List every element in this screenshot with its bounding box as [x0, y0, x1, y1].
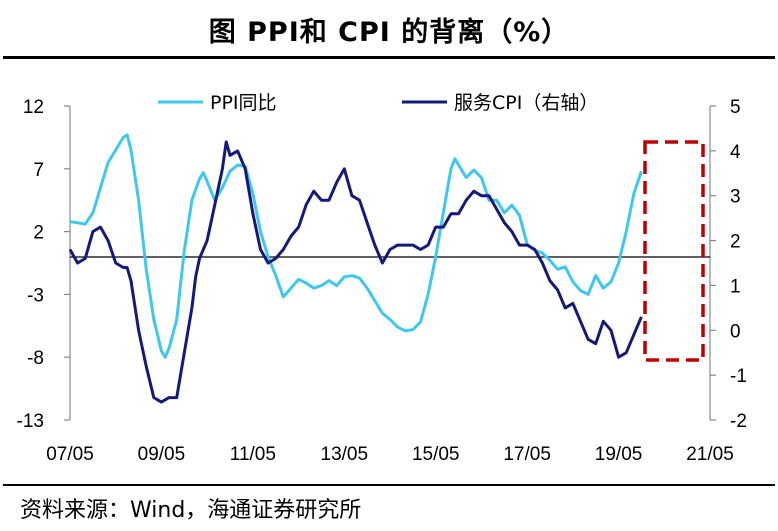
left-tick-label: 12 — [23, 97, 44, 118]
x-tick-label: 11/05 — [230, 444, 276, 465]
left-tick-label: 2 — [33, 223, 44, 244]
right-tick-label: -2 — [730, 411, 747, 432]
x-tick-label: 13/05 — [321, 444, 369, 465]
x-tick-label: 19/05 — [595, 444, 643, 465]
axes — [69, 106, 711, 420]
right-tick-label: -1 — [730, 366, 747, 387]
right-tick-label: 1 — [730, 276, 741, 297]
left-tick-label: -8 — [27, 348, 44, 369]
left-tick-labels: 12 7 2 -3 -8 -13 — [17, 97, 70, 432]
right-tick-label: 5 — [730, 97, 741, 118]
right-tick-labels: 5 4 3 2 1 0 -1 -2 — [710, 97, 747, 432]
series-line-service-cpi — [68, 140, 643, 404]
source-rule — [3, 484, 775, 486]
left-tick-label: -3 — [27, 285, 44, 306]
source-note: 资料来源：Wind，海通证券研究所 — [20, 498, 362, 523]
left-tick-label: 7 — [33, 160, 44, 181]
chart-title: 图 PPI和 CPI 的背离（%） — [208, 17, 570, 48]
x-tick-label: 15/05 — [412, 444, 460, 465]
left-tick-label: -13 — [17, 411, 44, 432]
legend: PPI同比 服务CPI（右轴） — [158, 92, 598, 114]
x-tick-label: 17/05 — [503, 444, 551, 465]
right-tick-label: 4 — [730, 142, 741, 163]
x-tick-label: 09/05 — [138, 444, 186, 465]
title-rule — [3, 56, 775, 59]
legend-label-ppi: PPI同比 — [210, 92, 277, 114]
right-tick-label: 2 — [730, 232, 741, 253]
legend-label-service-cpi: 服务CPI（右轴） — [454, 92, 598, 114]
x-tick-label: 07/05 — [46, 444, 94, 465]
right-tick-label: 3 — [730, 187, 741, 208]
highlight-box — [643, 140, 705, 362]
x-tick-label: 21/05 — [686, 444, 734, 465]
x-tick-labels: 07/05 09/05 11/05 13/05 15/05 17/05 19/05 21/05 — [46, 444, 734, 465]
series-line-ppi — [69, 133, 643, 359]
right-tick-label: 0 — [730, 321, 741, 342]
